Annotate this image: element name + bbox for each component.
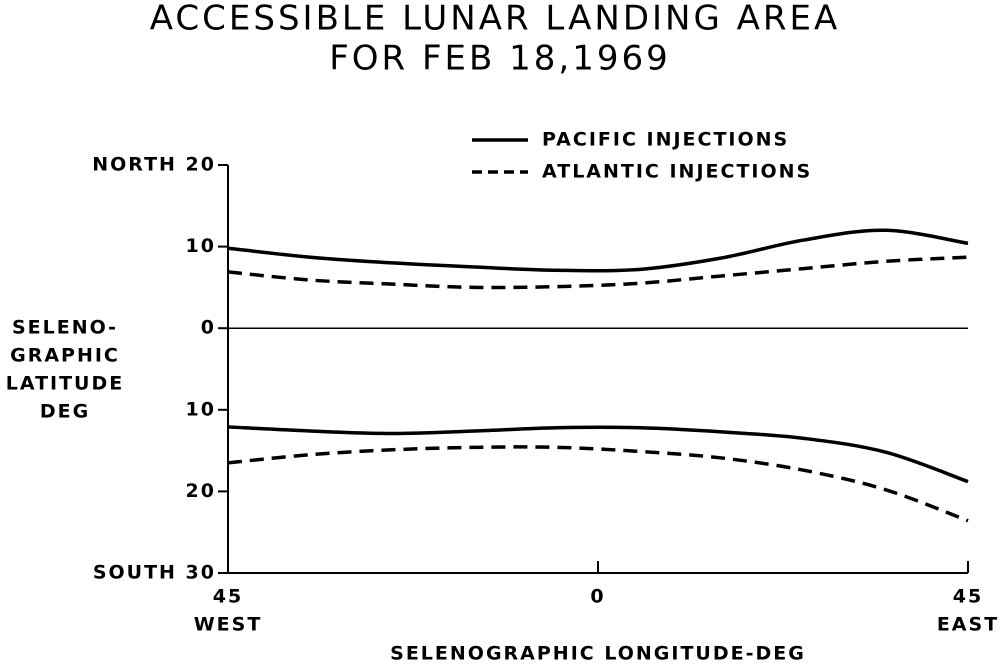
y-tick-label: SOUTH 30	[93, 562, 216, 584]
x-tick-label: 45	[953, 586, 983, 608]
boundary-line	[227, 425, 969, 484]
y-tick-label: 10	[186, 235, 216, 257]
y-axis-label: DEG	[40, 401, 90, 423]
boundary-line	[227, 255, 969, 290]
boundary-line	[227, 445, 969, 523]
x-axis-label: SELENOGRAPHIC LONGITUDE-DEG	[390, 643, 806, 665]
y-axis-label: LATITUDE	[6, 373, 125, 395]
chart-title: ACCESSIBLE LUNAR LANDING AREA	[150, 0, 840, 39]
y-tick-label: 10	[186, 398, 216, 420]
y-axis-label: GRAPHIC	[10, 345, 120, 367]
y-axis-label: SELENO-	[12, 317, 118, 339]
y-tick-label: 0	[201, 317, 216, 339]
legend-label: ATLANTIC INJECTIONS	[542, 161, 812, 183]
x-tick-label: 0	[590, 586, 605, 608]
x-end-label: EAST	[937, 614, 999, 636]
x-tick-label: 45	[213, 586, 243, 608]
y-tick-label: 20	[186, 480, 216, 502]
legend-label: PACIFIC INJECTIONS	[542, 129, 789, 151]
chart-title: FOR FEB 18,1969	[329, 39, 671, 79]
boundary-line	[227, 228, 969, 273]
x-end-label: WEST	[194, 614, 263, 636]
y-tick-label: NORTH 20	[92, 154, 216, 176]
